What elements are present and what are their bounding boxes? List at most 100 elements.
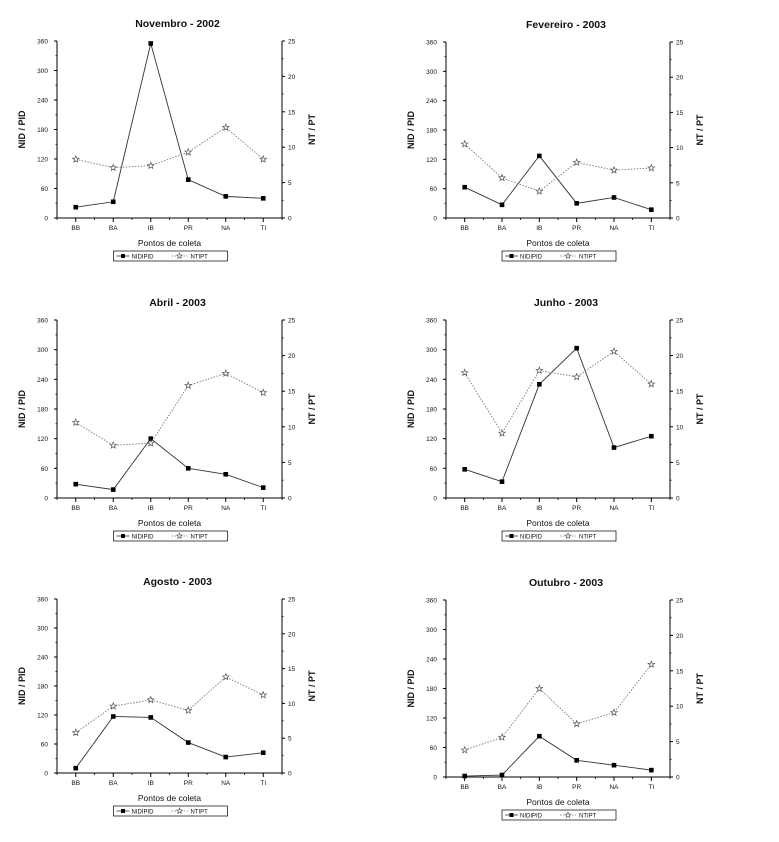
nid-pid-series-line: [464, 155, 652, 211]
y-axis-label-left: NID / PID: [17, 110, 27, 149]
left-tick-label: 360: [426, 40, 437, 47]
left-tick-label: 240: [37, 655, 48, 662]
nt-pt-point: [609, 165, 619, 174]
x-tick-label: NA: [609, 784, 619, 791]
nt-pt-point: [460, 139, 469, 148]
nid-pid-point: [73, 204, 79, 210]
legend-box: [501, 530, 617, 542]
left-tick-label: 0: [44, 771, 48, 778]
nt-pt-point: [71, 418, 80, 427]
right-tick-label: 0: [288, 216, 292, 223]
left-tick-label: 300: [426, 627, 437, 634]
nt-pt-point: [497, 173, 507, 182]
right-tick-label: 5: [676, 180, 680, 187]
right-tick-label: 20: [676, 75, 684, 82]
right-tick-label: 10: [288, 424, 296, 431]
nid-pid-point: [611, 445, 617, 450]
x-axis-label: Pontos de coleta: [138, 793, 202, 803]
nt-pt-point: [109, 440, 118, 449]
legend-marker-nt-pt: [564, 252, 572, 260]
x-axis-label: Pontos de coleta: [526, 797, 590, 807]
x-tick-label: NA: [609, 505, 619, 512]
legend-box: [501, 809, 617, 821]
left-tick-label: 240: [37, 377, 48, 384]
left-tick-label: 360: [37, 318, 48, 325]
legend-box: [113, 250, 228, 262]
right-tick-label: 0: [288, 496, 292, 503]
right-tick-label: 15: [288, 109, 296, 116]
chart-panel: Agosto - 2003 0 60 120 180 240 300 360 0 5 10 15 20 2…: [0, 560, 380, 837]
right-tick-label: 25: [288, 597, 296, 604]
chart-panel: Outubro - 2003 0 60 120 180 240 300 360 0 5 10 15 20…: [389, 560, 779, 837]
nt-pt-point: [71, 728, 80, 737]
left-tick-label: 120: [37, 436, 48, 443]
chart-panel: Fevereiro - 2003 0 60 120 180 240 300 360 0 5 10 15…: [389, 0, 779, 270]
nt-pt-point: [146, 695, 155, 704]
x-tick-label: NA: [609, 225, 619, 232]
nt-pt-point: [184, 381, 193, 390]
x-tick-label: NA: [221, 780, 231, 787]
left-tick-label: 60: [430, 466, 438, 473]
left-tick-label: 300: [426, 69, 437, 76]
nt-pt-point: [221, 368, 230, 377]
x-tick-label: IB: [148, 505, 154, 512]
nid-pid-series-line: [464, 347, 652, 483]
chart-title: Abril - 2003: [149, 297, 206, 309]
nid-pid-point: [148, 41, 154, 46]
nid-pid-point: [148, 436, 154, 441]
legend-marker-nt-pt: [175, 807, 184, 815]
nt-pt-point: [460, 368, 469, 377]
legend-label-nt-pt: NTIPT: [579, 534, 597, 540]
y-axis-label-left: NID / PID: [406, 111, 416, 150]
nt-pt-series-line: [75, 126, 264, 169]
nid-pid-point: [260, 485, 266, 490]
nid-pid-point: [537, 153, 542, 159]
right-tick-label: 20: [676, 353, 684, 360]
left-tick-label: 120: [37, 157, 48, 164]
nid-pid-point: [73, 481, 79, 487]
left-tick-label: 180: [426, 407, 437, 414]
left-tick-label: 240: [426, 657, 437, 664]
left-tick-label: 120: [426, 716, 437, 723]
x-tick-label: PR: [184, 505, 193, 512]
chart-title: Outubro - 2003: [529, 577, 603, 589]
x-tick-label: PR: [572, 505, 581, 512]
legend-marker-nid-pid: [509, 254, 514, 258]
nt-pt-point: [460, 745, 469, 754]
left-tick-label: 300: [426, 347, 437, 354]
y-axis-label-right: NT / PT: [307, 670, 317, 702]
right-tick-label: 0: [676, 216, 680, 223]
nid-pid-series-line: [464, 735, 652, 777]
left-tick-label: 60: [430, 745, 438, 752]
nt-pt-point: [535, 684, 544, 693]
nt-pt-point: [146, 438, 155, 447]
legend-box: [113, 805, 228, 817]
nid-pid-point: [260, 196, 266, 201]
nid-pid-point: [649, 433, 654, 439]
right-tick-label: 15: [676, 389, 684, 396]
nid-pid-point: [537, 733, 542, 739]
legend-label-nid-pid: NIDIPID: [132, 534, 155, 540]
nt-pt-point: [109, 701, 118, 710]
left-tick-label: 0: [433, 496, 437, 503]
right-tick-label: 10: [288, 145, 296, 152]
x-axis-label: Pontos de coleta: [526, 518, 590, 528]
right-tick-label: 5: [288, 180, 292, 187]
chart-svg: Junho - 2003 0 60 120 180 240 300 360 0 5 10 15 20 25…: [406, 297, 705, 542]
y-axis-label-left: NID / PID: [17, 390, 27, 429]
legend-marker-nid-pid: [121, 534, 125, 538]
nid-pid-point: [611, 762, 617, 768]
left-tick-label: 60: [41, 186, 49, 193]
x-tick-label: BA: [109, 505, 118, 512]
right-tick-label: 0: [288, 771, 292, 778]
nid-pid-point: [462, 184, 467, 190]
x-tick-label: TI: [648, 784, 654, 791]
nid-pid-series-line: [75, 438, 264, 491]
x-tick-label: PR: [572, 784, 581, 791]
x-axis-label: Pontos de coleta: [526, 238, 590, 248]
nid-pid-point: [185, 177, 191, 182]
nid-pid-point: [223, 754, 229, 760]
x-tick-label: TI: [648, 505, 654, 512]
y-axis-label-right: NT / PT: [695, 114, 705, 146]
x-tick-label: BA: [109, 780, 118, 787]
